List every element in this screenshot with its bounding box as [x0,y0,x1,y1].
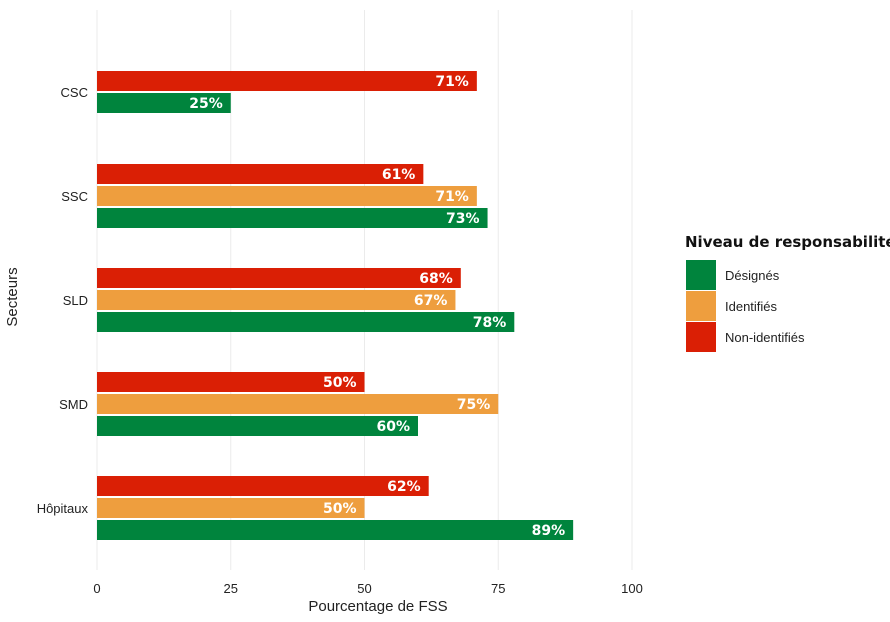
bar-value-label: 89% [532,523,566,539]
bar-value-label: 50% [323,501,357,517]
bar [97,520,574,540]
bar [97,476,429,496]
bar [97,93,231,113]
bar-labels: 71% 25% 61% 71% 73% 68% 67% 78% 50% 75% 60% 62% 50% 8… [189,74,565,539]
bar-value-label: 71% [435,189,469,205]
bar [97,164,424,184]
y-tick-label: SMD [59,397,88,412]
y-tick-label: SSC [61,189,88,204]
bar [97,290,456,310]
y-tick-label: Hôpitaux [37,501,89,516]
bar-value-label: 71% [435,74,469,90]
bar [97,416,418,436]
legend: Niveau de responsabilité Désignés Identif… [685,233,890,352]
x-tick-label: 100 [621,581,643,596]
legend-label: Identifiés [725,299,778,314]
x-tick-label: 50 [357,581,371,596]
bar-value-label: 61% [382,167,416,183]
x-axis-title: Pourcentage de FSS [308,598,447,615]
y-tick-label: CSC [61,85,88,100]
bar-value-label: 73% [446,211,480,227]
bar-value-label: 67% [414,293,448,309]
x-tick-labels: 0 25 50 75 100 [93,581,642,596]
bar [97,268,461,288]
x-tick-label: 0 [93,581,100,596]
legend-swatch [686,260,716,290]
legend-label: Désignés [725,268,780,283]
bar [97,498,365,518]
bar [97,208,488,228]
bar-value-label: 25% [189,96,223,112]
bar [97,372,365,392]
bar [97,71,477,91]
y-tick-label: SLD [63,293,88,308]
bar [97,186,477,206]
legend-title: Niveau de responsabilité [685,233,890,251]
bar-value-label: 75% [457,397,491,413]
bar-value-label: 50% [323,375,357,391]
x-tick-label: 75 [491,581,505,596]
bar-value-label: 62% [387,479,421,495]
legend-label: Non-identifiés [725,330,805,345]
x-tick-label: 25 [224,581,238,596]
bars [97,71,574,540]
bar [97,312,515,332]
bar-value-label: 78% [473,315,507,331]
legend-swatch [686,322,716,352]
legend-swatch [686,291,716,321]
bar [97,394,499,414]
bar-value-label: 60% [376,419,410,435]
legend-items: Désignés Identifiés Non-identifiés [686,260,805,352]
y-tick-labels: CSC SSC SLD SMD Hôpitaux [37,85,89,516]
bar-value-label: 68% [419,271,453,287]
y-axis-title: Secteurs [4,267,21,326]
